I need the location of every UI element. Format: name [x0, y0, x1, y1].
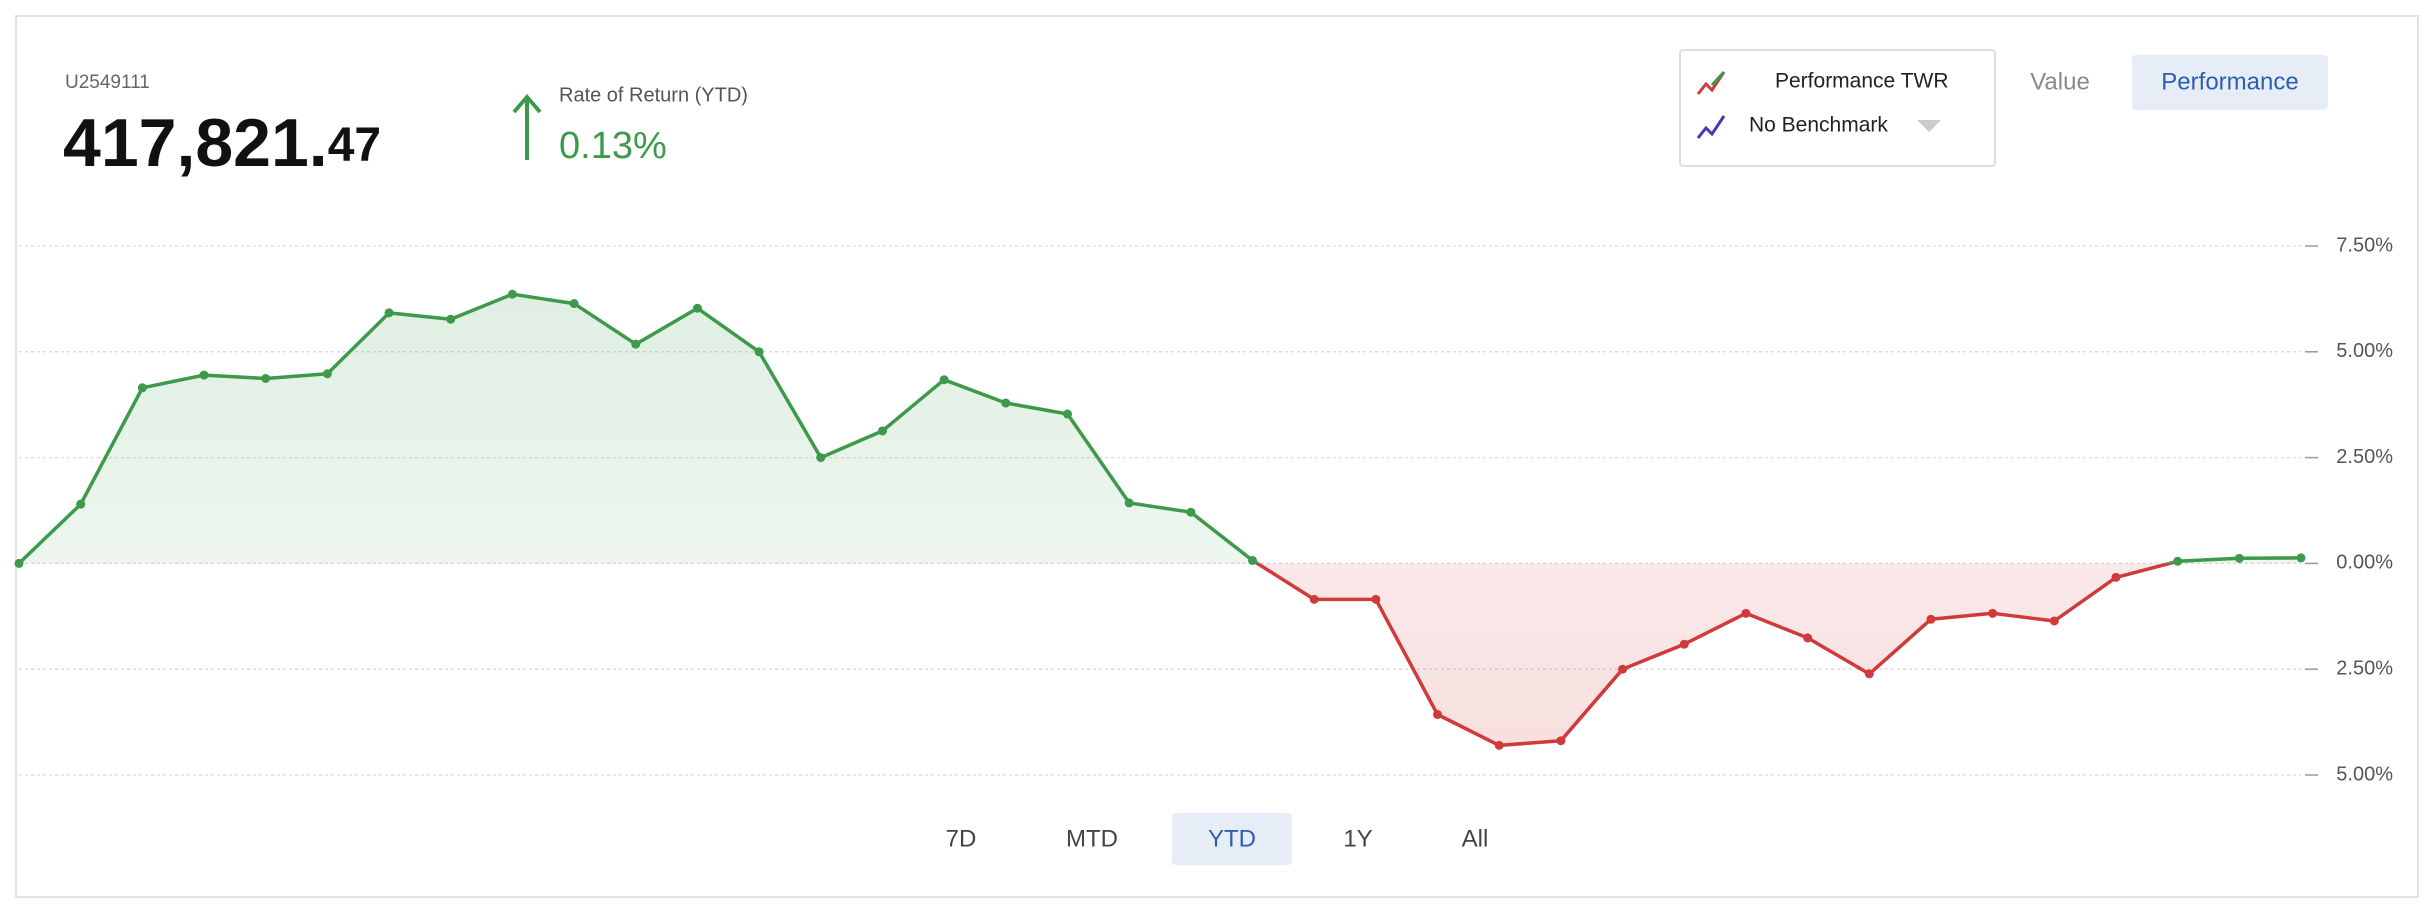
data-point	[384, 308, 394, 318]
data-point	[1062, 409, 1072, 419]
data-point	[14, 558, 24, 568]
data-point	[199, 370, 209, 380]
data-point	[1309, 594, 1319, 604]
range-button[interactable]: 1Y	[1343, 825, 1372, 852]
data-point	[569, 299, 579, 309]
data-point	[754, 347, 764, 357]
range-button[interactable]: All	[1462, 825, 1489, 852]
data-point	[631, 339, 641, 349]
y-tick-label: 0.00%	[2336, 552, 2393, 574]
data-point	[2049, 616, 2059, 626]
data-point	[2234, 553, 2244, 563]
legend-icon	[1696, 71, 1726, 95]
data-point	[877, 426, 887, 436]
range-button[interactable]: 7D	[946, 825, 977, 852]
return-label: Rate of Return (YTD)	[559, 84, 748, 106]
data-point	[2296, 553, 2306, 563]
data-point	[2173, 556, 2183, 566]
area-positive	[19, 294, 2301, 564]
y-tick-label: 5.00%	[2336, 340, 2393, 362]
range-button[interactable]: YTD	[1208, 825, 1256, 852]
data-point	[137, 383, 147, 393]
data-point	[816, 453, 826, 463]
account-id: U2549111	[65, 72, 150, 93]
data-point	[1988, 608, 1998, 618]
data-point	[1926, 614, 1936, 624]
data-point	[2111, 572, 2121, 582]
return-value: 0.13%	[559, 125, 667, 167]
data-point	[322, 369, 332, 379]
y-tick-label: 5.00%	[2336, 763, 2393, 785]
data-point	[1186, 507, 1196, 517]
data-point	[446, 314, 456, 324]
data-point	[1433, 709, 1443, 719]
data-point	[1494, 740, 1504, 750]
data-point	[1124, 498, 1134, 508]
up-arrow	[512, 93, 542, 160]
legend-icon	[1710, 70, 1726, 87]
toggle-active-bg	[2132, 55, 2328, 110]
toggle-button[interactable]: Performance	[2161, 68, 2298, 95]
data-point	[1371, 594, 1381, 604]
line-negative	[19, 563, 2177, 748]
y-tick-label: 7.50%	[2336, 234, 2393, 256]
line-positive	[17, 292, 2302, 564]
data-point	[1864, 669, 1874, 679]
range-active-bg	[1172, 813, 1292, 865]
value-main: 417,821.	[63, 105, 328, 181]
account-value: 417,821.47	[63, 105, 381, 181]
data-point	[76, 499, 86, 509]
data-point	[1556, 736, 1566, 746]
data-point	[1618, 664, 1628, 674]
data-point	[692, 303, 702, 313]
data-point	[507, 289, 517, 299]
data-point	[1803, 633, 1813, 643]
legend-item[interactable]: No Benchmark	[1749, 114, 1888, 137]
legend-item[interactable]: Performance TWR	[1775, 70, 1949, 93]
data-point	[1248, 555, 1258, 565]
data-point	[1001, 398, 1011, 408]
value-cents: 47	[328, 119, 381, 172]
legend-box	[1679, 49, 1996, 167]
range-button[interactable]: MTD	[1066, 825, 1118, 852]
toggle-button[interactable]: Value	[2030, 68, 2090, 95]
y-tick-label: 2.50%	[2336, 657, 2393, 679]
data-point	[1679, 639, 1689, 649]
data-point	[939, 375, 949, 385]
data-point	[1741, 608, 1751, 618]
dropdown-caret[interactable]	[1917, 120, 1941, 132]
area-negative	[1257, 563, 2170, 746]
y-tick-label: 2.50%	[2336, 446, 2393, 468]
data-point	[261, 373, 271, 383]
legend-icon	[1696, 115, 1726, 139]
